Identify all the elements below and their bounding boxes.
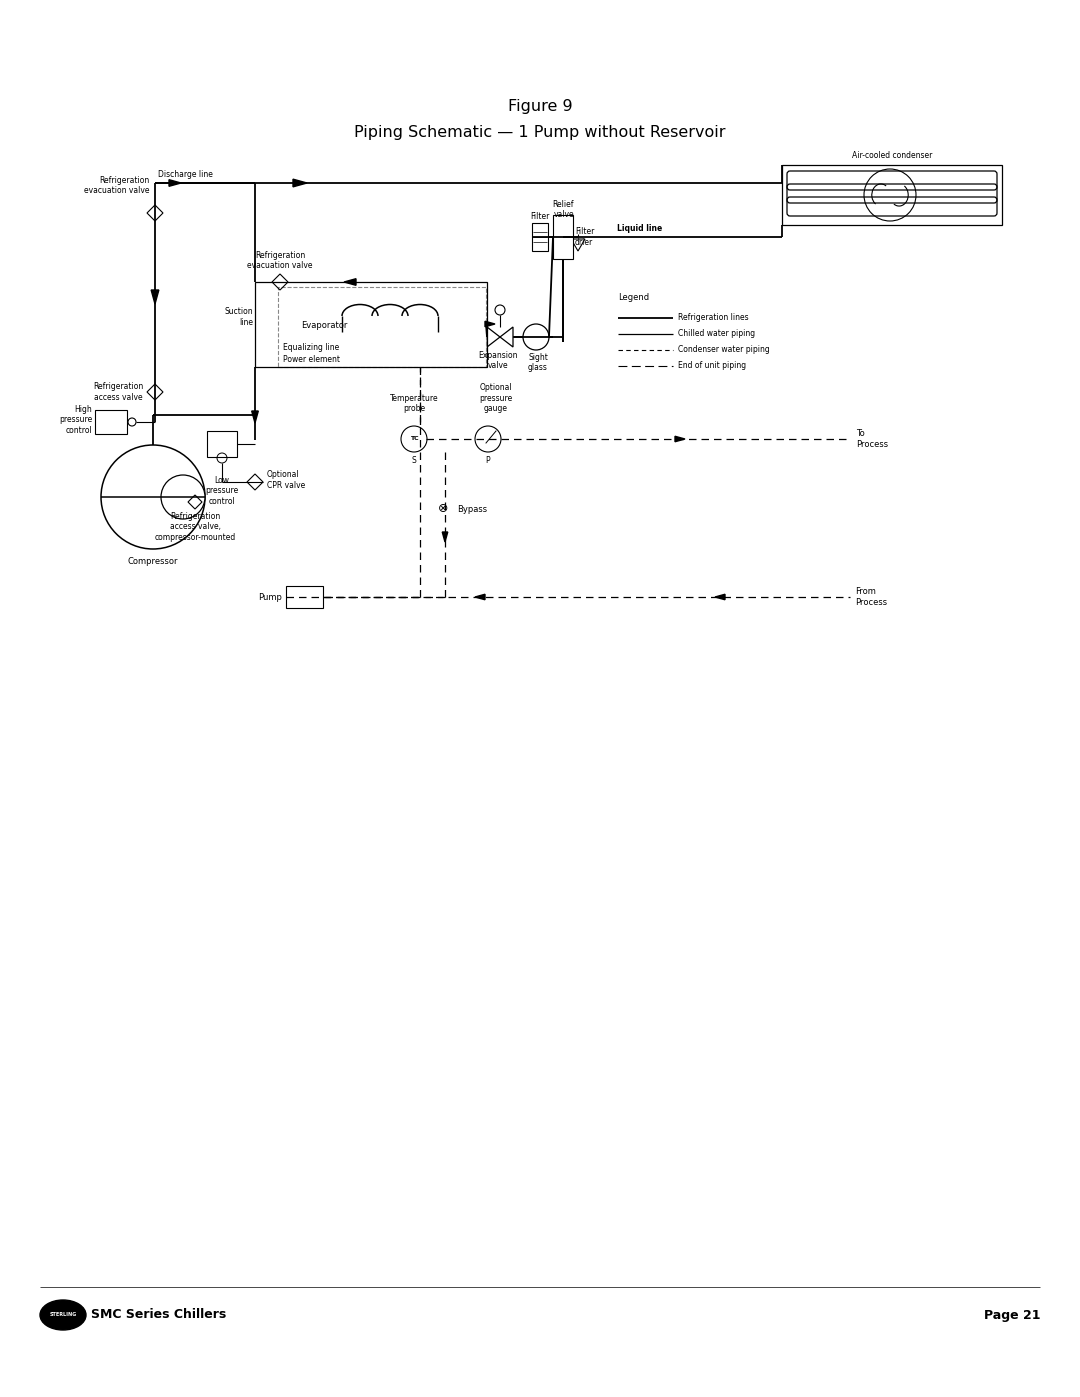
Text: S: S [411,455,417,465]
Text: TC: TC [409,436,418,441]
Text: Temperature
probe: Temperature probe [390,394,438,414]
Text: P: P [486,455,490,465]
Text: STERLING: STERLING [50,1313,77,1317]
Text: Pump: Pump [258,592,282,602]
Text: Sight
glass: Sight glass [528,353,548,373]
Text: Optional
pressure
gauge: Optional pressure gauge [480,383,513,414]
Text: Suction
line: Suction line [225,307,253,327]
Polygon shape [485,321,495,327]
Polygon shape [487,327,500,346]
Text: Discharge line: Discharge line [158,170,213,179]
Circle shape [161,475,205,520]
Text: Relief
valve: Relief valve [553,200,573,219]
Text: End of unit piping: End of unit piping [678,362,746,370]
Bar [255,282,487,367]
Polygon shape [475,594,485,599]
Bar [782,165,1002,225]
Circle shape [475,426,501,453]
Text: Bypass: Bypass [457,504,487,514]
Polygon shape [345,278,356,285]
Bar [278,286,486,367]
Text: To
Process: To Process [856,429,888,448]
Text: Liquid line: Liquid line [617,224,662,233]
Text: Expansion
valve: Expansion valve [478,351,517,370]
Polygon shape [442,532,448,542]
Polygon shape [151,291,159,305]
Text: Refrigeration lines: Refrigeration lines [678,313,748,323]
Polygon shape [293,179,307,187]
Text: Refrigeration
access valve: Refrigeration access valve [93,383,143,402]
Text: Evaporator: Evaporator [301,321,348,331]
Text: From
Process: From Process [855,587,887,606]
Polygon shape [168,180,181,186]
Text: ⊗: ⊗ [437,502,448,514]
Text: Filter: Filter [530,212,550,221]
Polygon shape [252,411,258,423]
Bar [95,409,127,434]
Text: Chilled water piping: Chilled water piping [678,330,755,338]
Text: High
pressure
control: High pressure control [58,405,92,434]
Text: SMC Series Chillers: SMC Series Chillers [91,1309,226,1322]
Ellipse shape [40,1301,86,1330]
Text: Condenser water piping: Condenser water piping [678,345,770,355]
Bar [532,224,548,251]
Text: Refrigeration
evacuation valve: Refrigeration evacuation valve [247,250,313,270]
Text: Figure 9: Figure 9 [508,99,572,115]
Polygon shape [675,436,685,441]
Text: Page 21: Page 21 [984,1309,1040,1322]
Text: Filter
drier: Filter drier [575,228,594,247]
Circle shape [401,426,427,453]
Text: Power element: Power element [283,355,340,365]
Polygon shape [715,594,725,599]
Text: Air-cooled condenser: Air-cooled condenser [852,151,932,161]
Text: Compressor: Compressor [127,557,178,566]
Polygon shape [500,327,513,346]
Text: Piping Schematic — 1 Pump without Reservoir: Piping Schematic — 1 Pump without Reserv… [354,124,726,140]
Text: Refrigeration
evacuation valve: Refrigeration evacuation valve [84,176,150,196]
Text: Optional
CPR valve: Optional CPR valve [267,471,306,490]
Bar [207,432,237,457]
Text: Equalizing line: Equalizing line [283,342,339,352]
Text: Legend: Legend [618,293,649,302]
Text: Low
pressure
control: Low pressure control [205,476,239,506]
Bar [553,215,573,258]
Bar [286,585,323,608]
Text: Refrigeration
access valve,
compressor-mounted: Refrigeration access valve, compressor-m… [154,511,235,542]
